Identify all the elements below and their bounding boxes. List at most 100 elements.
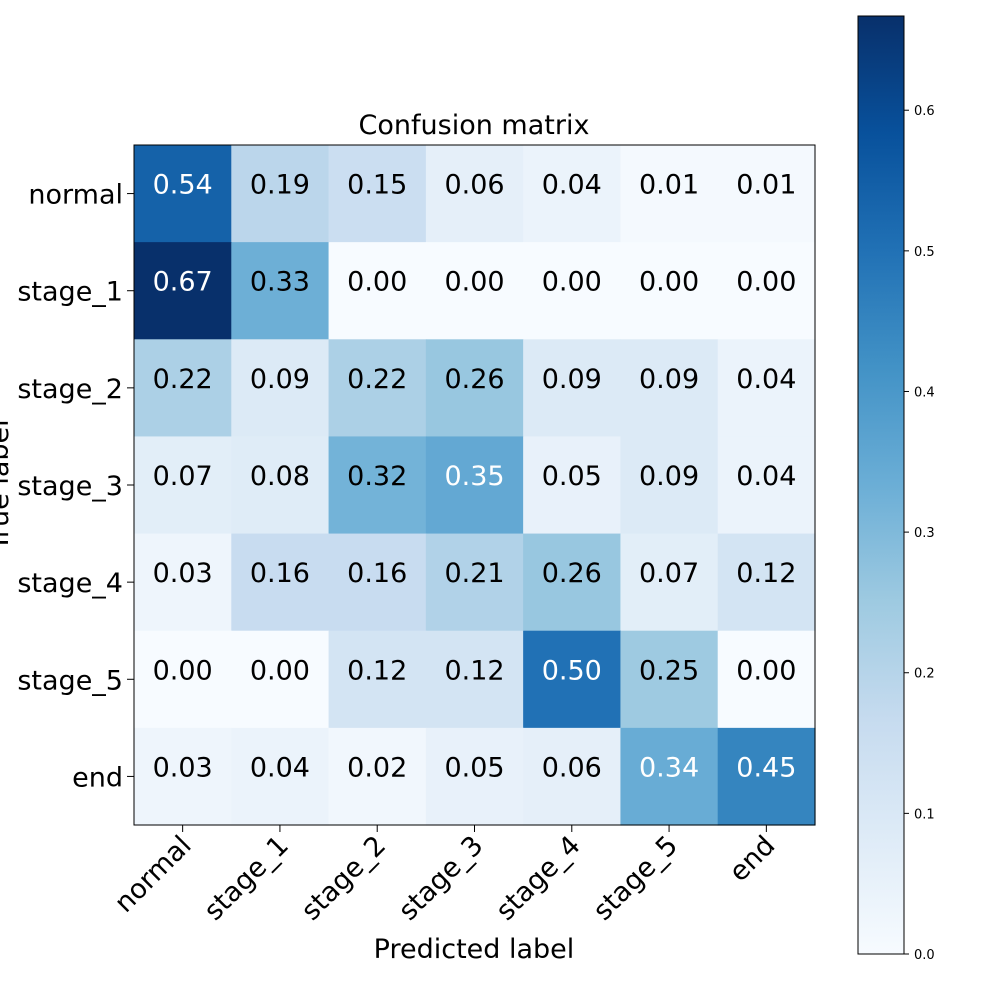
heatmap-cell [328, 145, 427, 243]
chart-title: Confusion matrix [359, 110, 590, 141]
cell-value-label: 0.00 [153, 655, 213, 686]
heatmap-cell [425, 242, 524, 340]
cell-value-label: 0.12 [444, 655, 504, 686]
cell-value-label: 0.09 [639, 461, 699, 492]
heatmap-cell [620, 630, 719, 729]
heatmap-cell [523, 533, 622, 632]
cell-value-label: 0.00 [736, 267, 796, 298]
cell-value-label: 0.16 [347, 558, 407, 589]
cell-value-label: 0.26 [444, 364, 504, 395]
x-tick-label: stage_5 [587, 830, 684, 927]
y-tick-label: stage_1 [17, 277, 123, 308]
cell-value-label: 0.07 [639, 558, 699, 589]
cell-value-label: 0.19 [250, 170, 310, 201]
cell-value-label: 0.22 [153, 364, 213, 395]
x-tick-label: normal [109, 830, 198, 919]
heatmap-cell [620, 339, 719, 438]
y-tick-label: stage_2 [17, 374, 123, 405]
cell-value-label: 0.08 [250, 461, 310, 492]
cell-value-label: 0.00 [736, 655, 796, 686]
y-axis-label: True label [0, 419, 15, 551]
cell-value-label: 0.07 [153, 461, 213, 492]
y-tick-label: normal [28, 180, 123, 211]
heatmap-cell [717, 339, 816, 438]
heatmap-cell [717, 727, 816, 826]
heatmap-cell [717, 630, 816, 729]
heatmap-cell-labels: 0.54 0.19 0.15 0.06 0.04 0.01 0.01 0.67 0.33 0.00… [153, 170, 797, 784]
cell-value-label: 0.04 [542, 170, 602, 201]
heatmap-cell [231, 145, 330, 243]
cell-value-label: 0.12 [347, 655, 407, 686]
colorbar-tick-label: 0.2 [914, 667, 935, 682]
cell-value-label: 0.33 [250, 267, 310, 298]
cell-value-label: 0.15 [347, 170, 407, 201]
heatmap-cell [231, 727, 330, 826]
cell-value-label: 0.00 [347, 267, 407, 298]
x-tick-label: stage_1 [198, 830, 295, 927]
cell-value-label: 0.34 [639, 752, 699, 783]
cell-value-label: 0.00 [542, 267, 602, 298]
heatmap-cell [134, 533, 232, 632]
heatmap-cell [425, 436, 524, 535]
heatmap-cell [134, 339, 232, 438]
cell-value-label: 0.26 [542, 558, 602, 589]
y-tick-label: end [72, 762, 123, 793]
heatmap-cell [523, 630, 622, 729]
heatmap-cell [717, 242, 816, 340]
x-tick-label: end [723, 830, 781, 888]
heatmap-cell [134, 242, 232, 340]
cell-value-label: 0.09 [542, 364, 602, 395]
heatmap-cell [717, 436, 816, 535]
heatmap-cell [134, 145, 232, 243]
heatmap-cell [717, 145, 816, 243]
cell-value-label: 0.05 [542, 461, 602, 492]
cell-value-label: 0.03 [153, 752, 213, 783]
cell-value-label: 0.67 [153, 267, 213, 298]
cell-value-label: 0.16 [250, 558, 310, 589]
heatmap-cell [231, 533, 330, 632]
colorbar-tick-label: 0.4 [914, 385, 935, 400]
heatmap-cell [523, 242, 622, 340]
heatmap-cell [620, 533, 719, 632]
cell-value-label: 0.00 [639, 267, 699, 298]
cell-value-label: 0.09 [639, 364, 699, 395]
colorbar-ticks: 0.0 0.1 0.2 0.3 0.4 0.5 0.6 [904, 104, 935, 963]
cell-value-label: 0.01 [639, 170, 699, 201]
cell-value-label: 0.02 [347, 752, 407, 783]
cell-value-label: 0.54 [153, 170, 213, 201]
cell-value-label: 0.12 [736, 558, 796, 589]
heatmap-cell [620, 242, 719, 340]
heatmap-cell [328, 339, 427, 438]
cell-value-label: 0.45 [736, 752, 796, 783]
heatmap-cell [134, 630, 232, 729]
y-axis-ticks: normal stage_1 stage_2 stage_3 stage_4 stage_… [17, 180, 134, 793]
x-axis-label: Predicted label [374, 934, 575, 965]
x-tick-label: stage_2 [296, 830, 393, 927]
cell-value-label: 0.04 [736, 461, 796, 492]
cell-value-label: 0.35 [444, 461, 504, 492]
cell-value-label: 0.00 [250, 655, 310, 686]
cell-value-label: 0.21 [444, 558, 504, 589]
y-tick-label: stage_3 [17, 471, 123, 502]
colorbar-tick-label: 0.1 [914, 807, 935, 822]
heatmap-cell [620, 727, 719, 826]
cell-value-label: 0.04 [736, 364, 796, 395]
heatmap-cell [231, 630, 330, 729]
heatmap-cell [328, 436, 427, 535]
heatmap-cell [523, 727, 622, 826]
x-axis-ticks: normal stage_1 stage_2 stage_3 stage_4 stage_… [109, 825, 781, 927]
heatmap-cell [523, 436, 622, 535]
x-tick-label: stage_4 [490, 830, 587, 927]
heatmap-cells [134, 145, 816, 826]
heatmap-cell [134, 727, 232, 826]
colorbar [857, 15, 905, 955]
heatmap-cell [231, 242, 330, 340]
cell-value-label: 0.22 [347, 364, 407, 395]
heatmap-cell [328, 727, 427, 826]
cell-value-label: 0.06 [444, 170, 504, 201]
heatmap-cell [717, 533, 816, 632]
heatmap-cell [523, 339, 622, 438]
heatmap-cell [425, 533, 524, 632]
heatmap-cell [231, 339, 330, 438]
